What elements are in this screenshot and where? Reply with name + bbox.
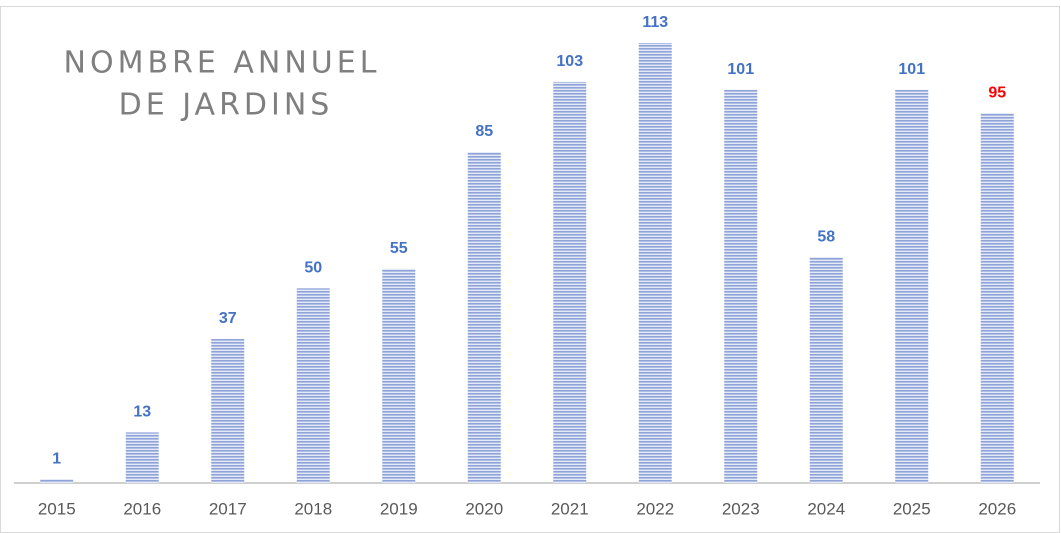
data-label: 1	[52, 450, 61, 467]
x-tick-label: 2021	[551, 499, 589, 518]
x-tick-label: 2022	[636, 499, 674, 518]
bar	[895, 89, 929, 484]
bar	[467, 152, 501, 483]
x-tick-label: 2019	[380, 499, 418, 518]
bar	[211, 338, 245, 483]
x-tick-label: 2017	[209, 499, 247, 518]
bar	[382, 268, 416, 483]
bar	[980, 113, 1014, 483]
x-tick-label: 2020	[465, 499, 503, 518]
x-tick-label: 2024	[807, 499, 845, 518]
bar	[40, 479, 74, 483]
data-label: 85	[475, 123, 493, 140]
data-label: 101	[727, 61, 754, 78]
data-label: 101	[898, 61, 925, 78]
x-tick-label: 2025	[893, 499, 931, 518]
bar	[638, 43, 672, 483]
bar	[125, 432, 159, 483]
x-tick-label: 2015	[38, 499, 76, 518]
x-tick-label: 2023	[722, 499, 760, 518]
bar	[809, 257, 843, 483]
x-tick-label: 2026	[978, 499, 1016, 518]
x-tick-label: 2018	[294, 499, 332, 518]
data-label: 113	[642, 14, 668, 31]
data-label: 13	[133, 404, 151, 421]
data-label: 37	[219, 310, 237, 327]
data-label: 58	[817, 228, 835, 245]
data-label: 95	[988, 84, 1006, 101]
bar	[296, 288, 330, 483]
chart-title: NOMBRE ANNUEL	[64, 46, 381, 81]
chart-title: DE JARDINS	[119, 88, 334, 123]
data-label: 50	[304, 260, 322, 277]
bar	[553, 81, 587, 483]
data-label: 103	[556, 53, 583, 70]
x-tick-label: 2016	[123, 499, 161, 518]
data-label: 55	[390, 240, 408, 257]
bar	[724, 89, 758, 484]
